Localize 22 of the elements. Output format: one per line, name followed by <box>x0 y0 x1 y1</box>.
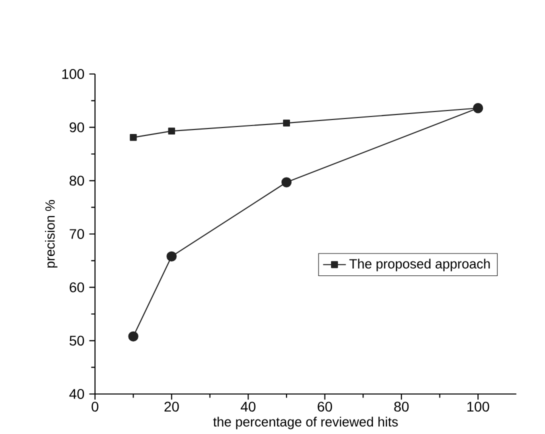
point <box>128 331 138 342</box>
x-axis-title: the percentage of reviewed hits <box>213 416 398 430</box>
y-tick-label: 50 <box>70 336 84 346</box>
point <box>166 251 177 262</box>
x-tick-label: 60 <box>318 402 332 412</box>
x-tick-label: 100 <box>467 402 490 412</box>
x-tick-label: 40 <box>240 402 256 412</box>
point <box>130 134 137 141</box>
x-tick-label: 80 <box>394 402 409 412</box>
x-tick-label: 0 <box>92 402 98 412</box>
point <box>168 128 176 135</box>
point <box>283 120 290 127</box>
legend-label: The proposed approach <box>349 258 490 272</box>
y-tick-label: 100 <box>62 69 84 79</box>
point <box>281 177 292 188</box>
y-tick-label: 70 <box>70 229 84 239</box>
x-tick-label: 20 <box>164 402 179 412</box>
y-tick-label: 90 <box>70 122 84 132</box>
y-axis-title: precision % <box>44 200 58 268</box>
y-tick-label: 60 <box>70 282 84 292</box>
y-tick-label: 80 <box>70 176 84 186</box>
y-tick-label: 40 <box>69 389 84 399</box>
